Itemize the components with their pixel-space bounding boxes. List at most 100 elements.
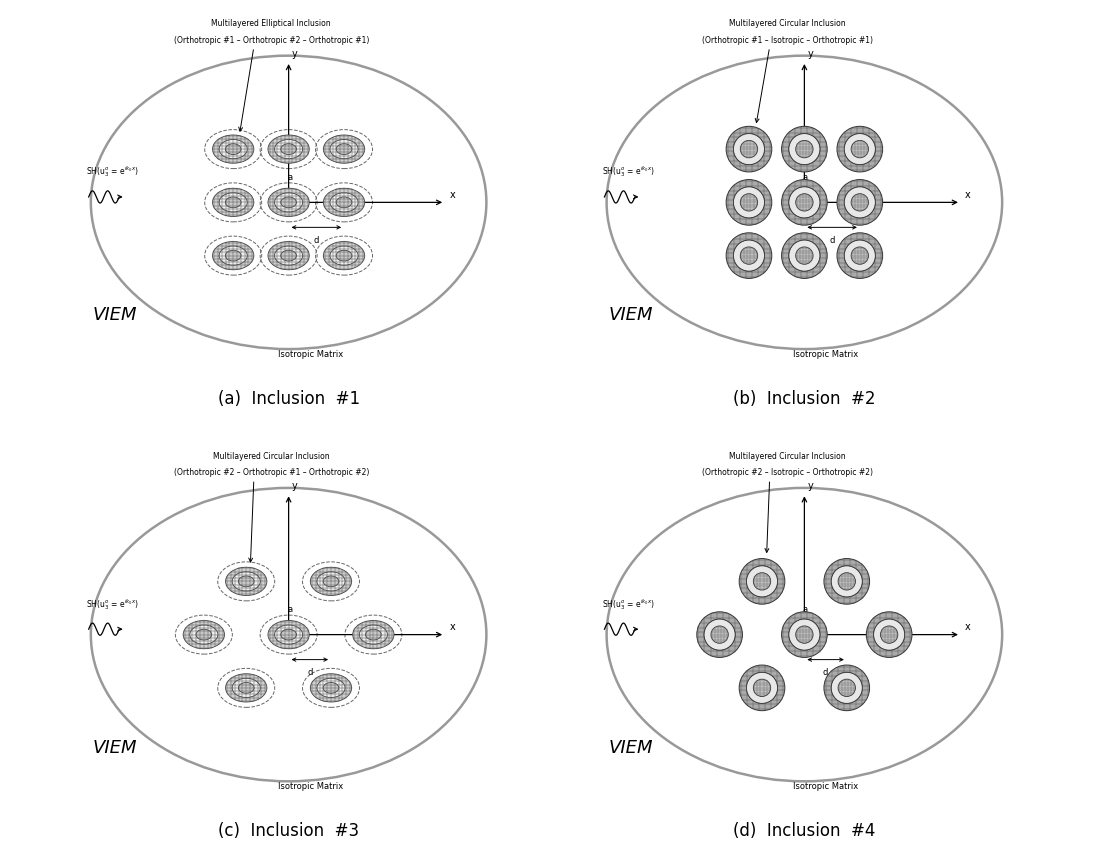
Ellipse shape [225,674,267,702]
Ellipse shape [873,619,905,650]
Ellipse shape [238,682,254,694]
Ellipse shape [851,141,869,158]
Ellipse shape [838,679,856,697]
Ellipse shape [844,240,875,271]
Ellipse shape [832,672,862,704]
Text: Isotropic Matrix: Isotropic Matrix [794,782,859,792]
Ellipse shape [837,180,883,225]
Ellipse shape [324,188,365,216]
Ellipse shape [212,135,254,164]
Ellipse shape [789,134,820,164]
Ellipse shape [873,619,905,650]
Ellipse shape [220,193,247,212]
Text: (Orthotropic #2 – Isotropic – Orthotropic #2): (Orthotropic #2 – Isotropic – Orthotropi… [702,468,872,477]
Ellipse shape [225,197,242,208]
Text: VIEM: VIEM [93,739,138,757]
Ellipse shape [740,141,757,158]
Ellipse shape [726,180,772,225]
Text: Multilayered Circular Inclusion: Multilayered Circular Inclusion [729,452,845,461]
Text: (Orthotropic #1 – Orthotropic #2 – Orthotropic #1): (Orthotropic #1 – Orthotropic #2 – Ortho… [174,36,369,45]
Ellipse shape [844,187,875,218]
Ellipse shape [310,674,352,702]
Ellipse shape [274,193,303,212]
Ellipse shape [740,193,757,211]
Ellipse shape [739,665,785,711]
Text: Isotropic Matrix: Isotropic Matrix [278,782,343,792]
Ellipse shape [733,134,764,164]
Ellipse shape [796,141,813,158]
Text: x: x [965,623,971,632]
Ellipse shape [317,572,345,591]
Ellipse shape [726,126,772,172]
Text: y: y [808,49,813,59]
Ellipse shape [740,247,757,264]
Text: d: d [823,668,828,677]
Ellipse shape [789,619,820,650]
Ellipse shape [838,573,856,590]
Ellipse shape [832,672,862,704]
Ellipse shape [733,240,764,271]
Ellipse shape [747,566,777,597]
Ellipse shape [726,233,772,279]
Text: a: a [803,605,808,614]
Text: d: d [314,236,319,245]
Ellipse shape [832,566,862,597]
Ellipse shape [353,620,393,648]
Ellipse shape [837,233,883,279]
Text: d: d [307,668,313,677]
Ellipse shape [789,187,820,218]
Ellipse shape [753,573,771,590]
Ellipse shape [310,567,352,596]
Text: SH(u$_3^o$ = e$^{ik_0x}$): SH(u$_3^o$ = e$^{ik_0x}$) [602,596,656,612]
Ellipse shape [365,630,381,640]
Ellipse shape [740,247,757,264]
Text: 180°: 180° [274,195,287,199]
Text: 0-0°: 0-0° [290,627,302,632]
Ellipse shape [796,626,813,643]
Ellipse shape [337,144,352,154]
Text: y: y [292,481,297,491]
Ellipse shape [796,247,813,264]
Ellipse shape [789,240,820,271]
Ellipse shape [844,187,875,218]
Ellipse shape [733,187,764,218]
Ellipse shape [212,188,254,216]
Text: 0-0°: 0-0° [290,195,302,199]
Ellipse shape [238,576,254,587]
Ellipse shape [824,665,870,711]
Ellipse shape [733,187,764,218]
Text: (Orthotropic #1 – Isotropic – Orthotropic #1): (Orthotropic #1 – Isotropic – Orthotropi… [702,36,872,45]
Ellipse shape [851,193,869,211]
Text: (b)  Inclusion  #2: (b) Inclusion #2 [733,390,875,408]
Ellipse shape [796,247,813,264]
Ellipse shape [268,241,309,270]
Ellipse shape [281,630,296,640]
Ellipse shape [838,573,856,590]
Ellipse shape [225,567,267,596]
Text: (a)  Inclusion  #1: (a) Inclusion #1 [218,390,360,408]
Ellipse shape [330,140,359,158]
Ellipse shape [232,572,260,591]
Ellipse shape [844,240,875,271]
Ellipse shape [733,240,764,271]
Text: VIEM: VIEM [609,739,654,757]
Ellipse shape [789,619,820,650]
Ellipse shape [796,193,813,211]
Ellipse shape [747,672,777,704]
Ellipse shape [220,246,247,265]
Ellipse shape [220,140,247,158]
Ellipse shape [881,626,897,643]
Ellipse shape [789,187,820,218]
Ellipse shape [844,134,875,164]
Ellipse shape [212,241,254,270]
Text: Isotropic Matrix: Isotropic Matrix [794,350,859,359]
Ellipse shape [281,197,296,208]
Text: d: d [830,236,835,245]
Ellipse shape [268,620,309,648]
Ellipse shape [225,250,242,261]
Ellipse shape [796,626,813,643]
Ellipse shape [789,134,820,164]
Ellipse shape [753,679,771,697]
Text: x: x [449,190,455,200]
Ellipse shape [704,619,736,650]
